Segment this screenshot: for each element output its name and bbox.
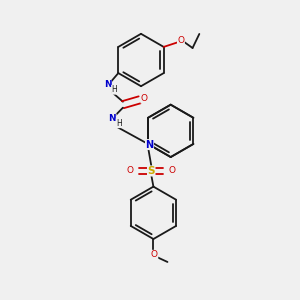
Text: O: O <box>127 167 134 176</box>
Text: O: O <box>177 36 184 45</box>
Text: S: S <box>148 166 155 176</box>
Text: H: H <box>116 119 122 128</box>
Text: O: O <box>169 167 176 176</box>
Text: H: H <box>112 85 117 94</box>
Text: N: N <box>104 80 112 89</box>
Text: N: N <box>146 140 154 150</box>
Text: O: O <box>151 250 158 259</box>
Text: N: N <box>109 114 116 123</box>
Text: O: O <box>141 94 148 103</box>
